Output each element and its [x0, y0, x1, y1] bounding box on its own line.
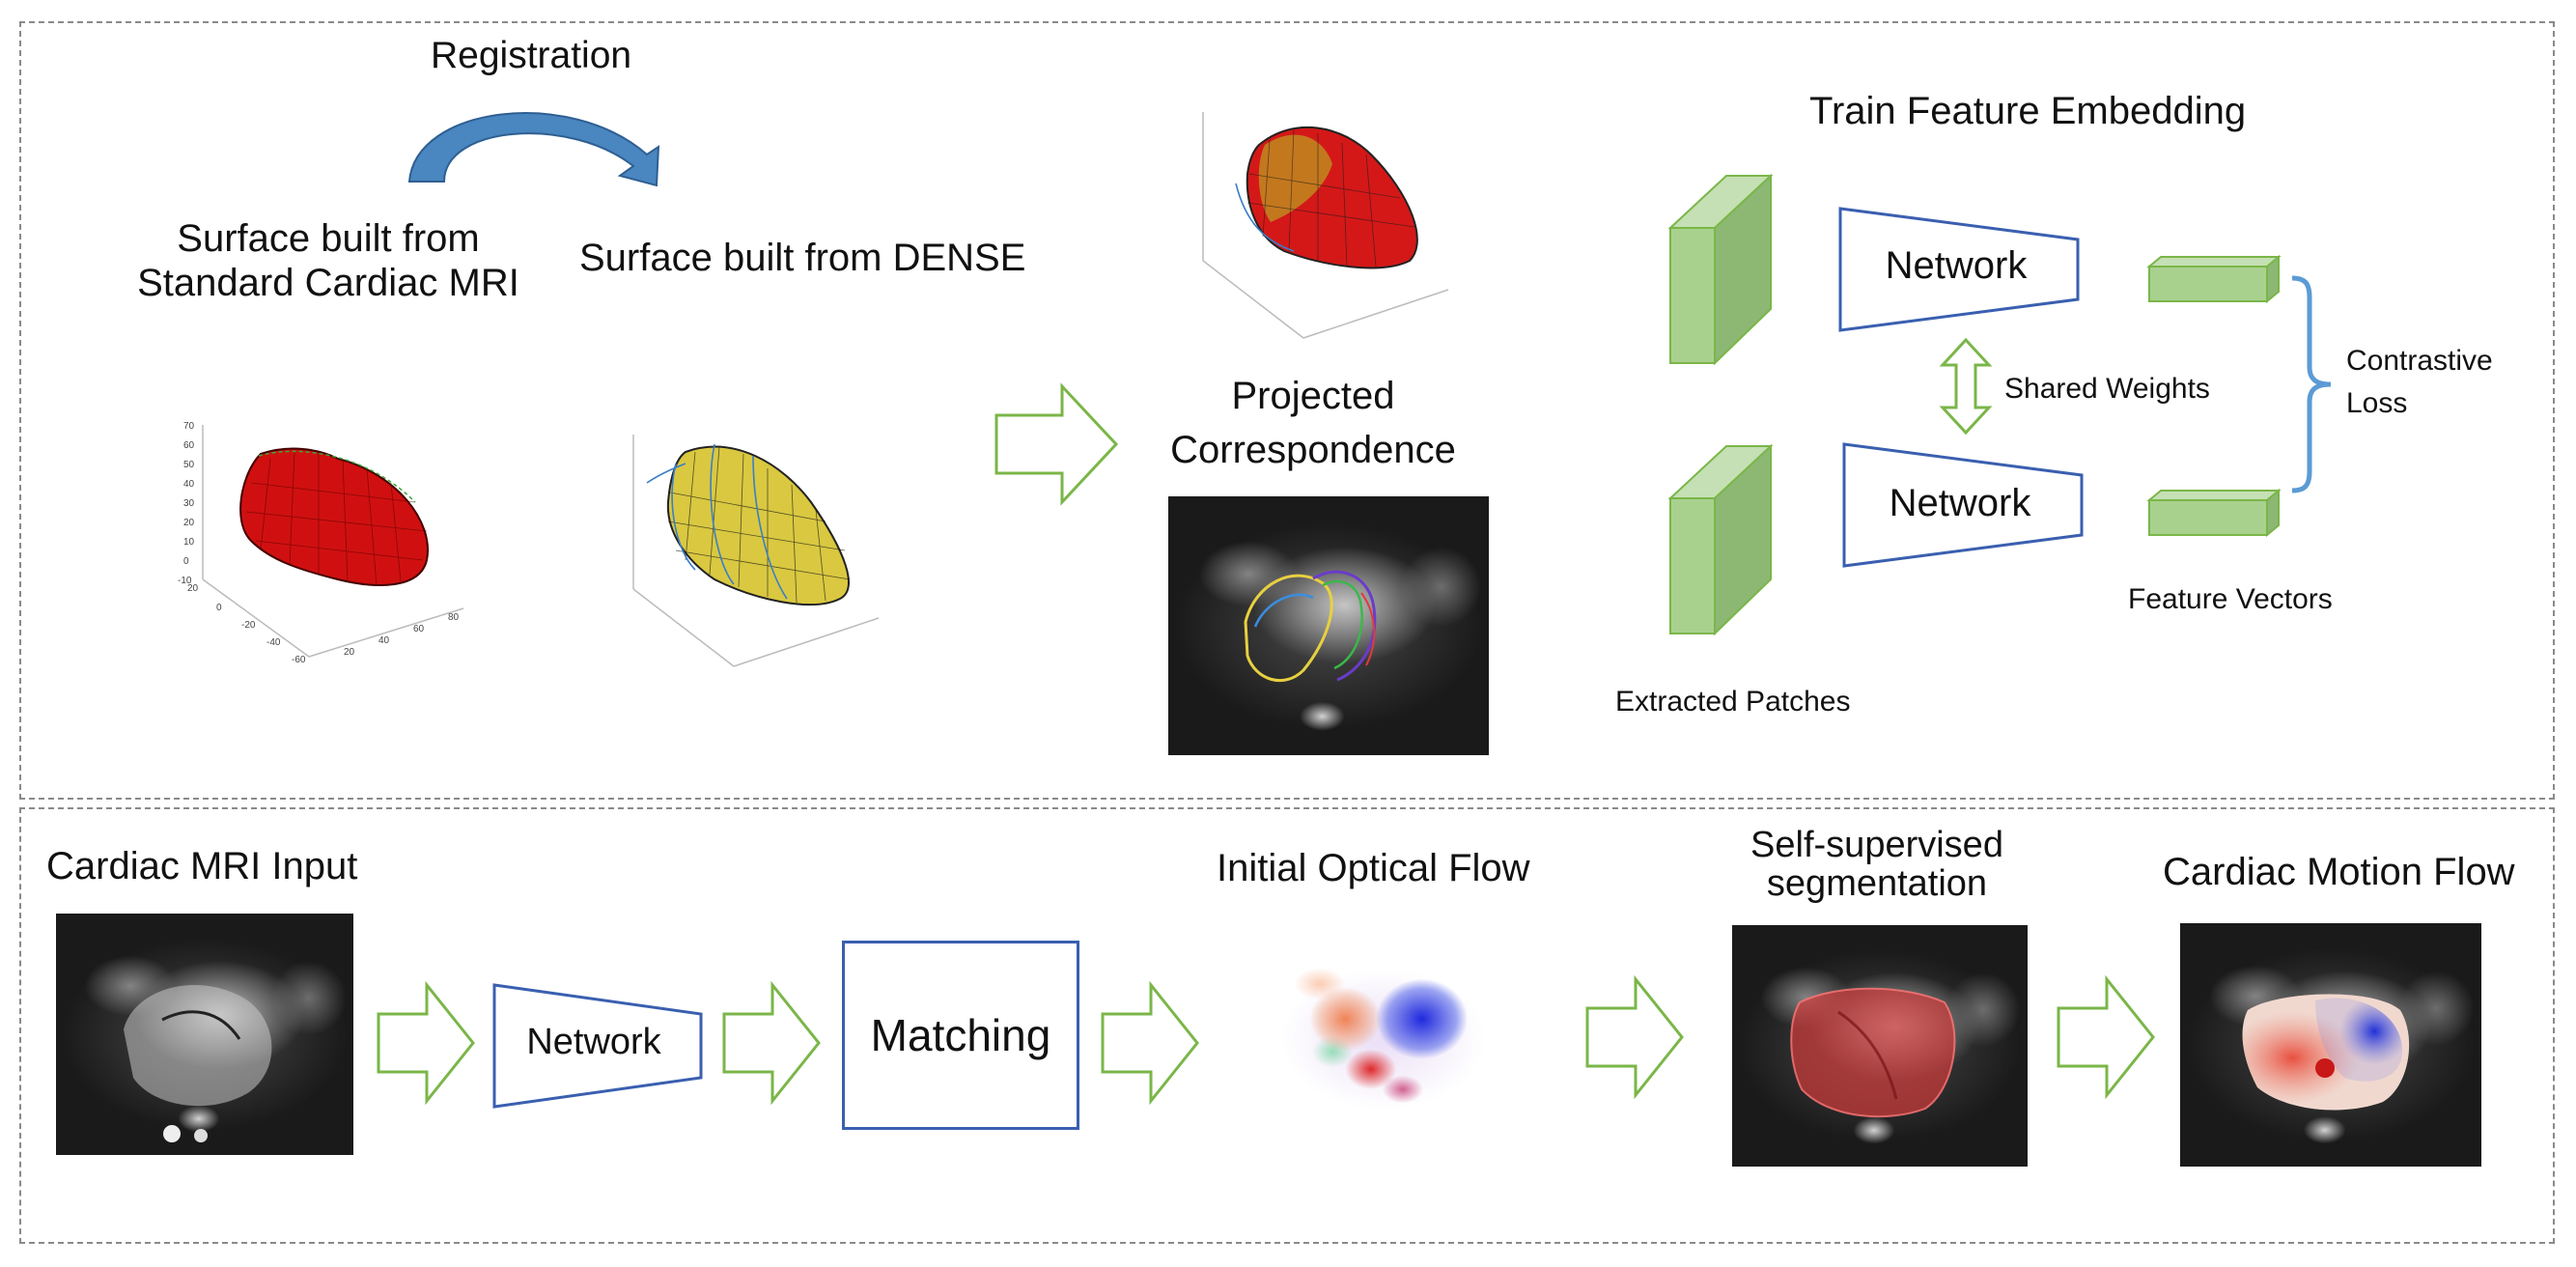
svg-text:60: 60	[413, 624, 425, 634]
arrow-to-projected	[994, 382, 1119, 506]
surface-plot-standard: 70 60 50 40 30 20 10 0 -10 20 0 -20 -40 …	[178, 421, 464, 665]
svg-text:20: 20	[187, 583, 199, 594]
surface-standard-label: Surface built from Standard Cardiac MRI	[137, 217, 519, 304]
svg-text:40: 40	[183, 479, 195, 490]
self-supervised-segmentation-label: Self-supervised segmentation	[1750, 825, 2003, 904]
shared-weights-arrow	[1939, 337, 1993, 436]
svg-text:40: 40	[378, 635, 390, 646]
svg-text:-20: -20	[241, 620, 256, 631]
train-feature-embedding-title: Train Feature Embedding	[1809, 90, 2247, 132]
projected-mri-image	[1168, 496, 1489, 755]
projected-surface-plot	[1202, 112, 1449, 339]
initial-optical-flow-image	[1224, 914, 1543, 1165]
svg-text:-60: -60	[292, 655, 306, 665]
projected-correspondence-label: Projected Correspondence	[1170, 375, 1456, 471]
arrow-segmentation-to-motion	[2057, 974, 2155, 1100]
cardiac-motion-flow-image	[2180, 923, 2481, 1167]
feature-vector-top	[2146, 254, 2282, 304]
shared-weights-label: Shared Weights	[2004, 373, 2210, 405]
y-axis-ticks: 20 40 60 80	[344, 612, 460, 658]
surface-plot-dense	[632, 435, 880, 667]
arrow-network-to-matching	[722, 980, 821, 1106]
svg-text:0: 0	[183, 556, 189, 567]
network-top	[1838, 207, 2080, 332]
svg-text:50: 50	[183, 460, 195, 470]
segmentation-image	[1732, 925, 2028, 1167]
svg-text:30: 30	[183, 498, 195, 509]
surface-dense-label: Surface built from DENSE	[579, 237, 1026, 279]
contrastive-loss-label: Contrastive Loss	[2346, 345, 2493, 419]
svg-text:20: 20	[183, 518, 195, 528]
registration-arrow	[407, 112, 660, 187]
arrow-flow-to-segmentation	[1585, 974, 1684, 1100]
arrow-matching-to-flow	[1101, 980, 1199, 1106]
extracted-patches-label: Extracted Patches	[1615, 686, 1851, 718]
svg-text:-10: -10	[178, 576, 192, 586]
registration-label: Registration	[431, 35, 632, 76]
svg-text:0: 0	[216, 603, 222, 613]
svg-text:-40: -40	[266, 637, 281, 648]
z-axis-ticks: 70 60 50 40 30 20 10 0 -10	[178, 421, 195, 586]
inference-network	[492, 983, 703, 1109]
feature-vector-bottom	[2146, 488, 2282, 538]
extracted-patch-top	[1667, 173, 1774, 366]
network-bottom	[1842, 442, 2084, 568]
extracted-patch-bottom	[1667, 443, 1774, 636]
contrastive-bracket	[2291, 275, 2332, 493]
x-axis-ticks: 20 0 -20 -40 -60	[187, 583, 306, 665]
network-bottom-label: Network	[1889, 482, 2031, 524]
svg-text:70: 70	[183, 421, 195, 432]
cardiac-mri-input-label: Cardiac MRI Input	[46, 845, 358, 887]
arrow-input-to-network	[377, 980, 475, 1106]
initial-optical-flow-label: Initial Optical Flow	[1217, 847, 1530, 889]
training-panel	[19, 21, 2555, 800]
svg-text:20: 20	[344, 647, 355, 658]
network-top-label: Network	[1885, 244, 2028, 287]
svg-text:80: 80	[448, 612, 460, 623]
feature-vectors-label: Feature Vectors	[2128, 583, 2333, 615]
inference-network-label: Network	[526, 1022, 661, 1062]
svg-text:10: 10	[183, 537, 195, 548]
cardiac-mri-input-image	[56, 914, 353, 1155]
svg-text:60: 60	[183, 440, 195, 451]
cardiac-motion-flow-label: Cardiac Motion Flow	[2163, 851, 2515, 893]
inference-panel	[19, 807, 2555, 1244]
matching-label: Matching	[870, 1010, 1051, 1060]
matching-box	[842, 941, 1079, 1130]
